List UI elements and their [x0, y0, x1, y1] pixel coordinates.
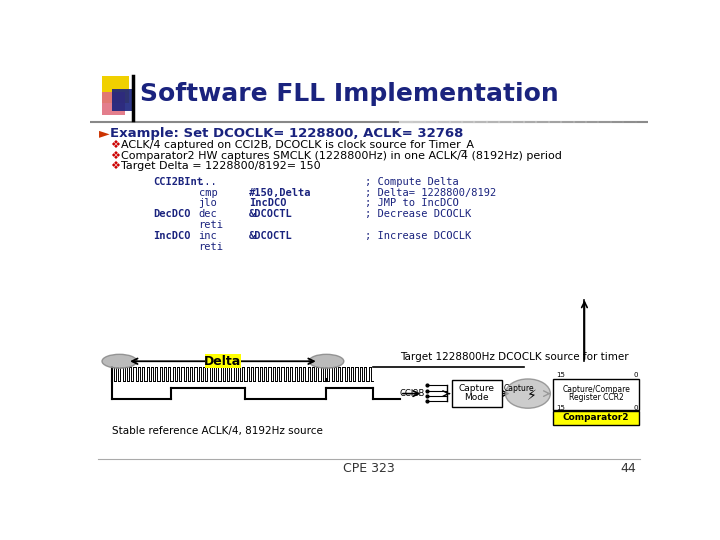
- Bar: [102, 92, 125, 115]
- Text: Stable reference ACLK/4, 8192Hz source: Stable reference ACLK/4, 8192Hz source: [112, 426, 323, 436]
- Text: Example: Set DCOCLK= 1228800, ACLK= 32768: Example: Set DCOCLK= 1228800, ACLK= 3276…: [110, 127, 464, 140]
- Text: Register CCR2: Register CCR2: [569, 393, 624, 402]
- Text: CCI2BInt: CCI2BInt: [153, 177, 204, 187]
- Text: ⚡: ⚡: [527, 389, 536, 403]
- Text: jlo: jlo: [199, 198, 217, 208]
- Text: Capture: Capture: [459, 384, 495, 394]
- Text: IncDCO: IncDCO: [153, 231, 191, 241]
- Text: 44: 44: [621, 462, 636, 475]
- Text: ; Compute Delta: ; Compute Delta: [365, 177, 459, 187]
- FancyBboxPatch shape: [553, 410, 639, 425]
- Bar: [112, 90, 133, 111]
- Text: Delta: Delta: [204, 355, 241, 368]
- Text: ; Decrease DCOCLK: ; Decrease DCOCLK: [365, 209, 472, 219]
- Text: DecDCO: DecDCO: [153, 209, 191, 219]
- Text: CCI2B: CCI2B: [400, 389, 425, 398]
- Text: ; Delta= 1228800/8192: ; Delta= 1228800/8192: [365, 187, 496, 198]
- Text: ...: ...: [199, 177, 217, 187]
- FancyBboxPatch shape: [452, 380, 502, 408]
- Text: Software FLL Implementation: Software FLL Implementation: [140, 82, 559, 106]
- Ellipse shape: [102, 354, 137, 368]
- Text: cmp: cmp: [199, 187, 217, 198]
- Text: 15: 15: [556, 373, 564, 379]
- Text: Target Delta = 1228800/8192= 150: Target Delta = 1228800/8192= 150: [121, 161, 320, 171]
- Text: ❖: ❖: [110, 161, 120, 171]
- Text: #150,Delta: #150,Delta: [249, 187, 311, 198]
- Text: ►: ►: [99, 126, 110, 140]
- Text: CPE 323: CPE 323: [343, 462, 395, 475]
- Text: Mode: Mode: [464, 393, 489, 402]
- Text: Target 1228800Hz DCOCLK source for timer: Target 1228800Hz DCOCLK source for timer: [400, 353, 629, 362]
- Text: Capture/Compare: Capture/Compare: [562, 385, 630, 394]
- Text: 0: 0: [634, 373, 638, 379]
- FancyBboxPatch shape: [205, 354, 240, 368]
- Ellipse shape: [505, 379, 550, 408]
- Text: &DCOCTL: &DCOCTL: [249, 231, 292, 241]
- Text: ❖: ❖: [110, 151, 120, 161]
- Text: ; JMP to IncDCO: ; JMP to IncDCO: [365, 198, 459, 208]
- Text: Comparator2: Comparator2: [563, 413, 629, 422]
- Text: IncDCO: IncDCO: [249, 198, 287, 208]
- Text: inc: inc: [199, 231, 217, 241]
- Text: dec: dec: [199, 209, 217, 219]
- Text: Comparator2 HW captures SMCLK (1228800Hz) in one ACLK/4 (8192Hz) period: Comparator2 HW captures SMCLK (1228800Hz…: [121, 151, 562, 161]
- FancyBboxPatch shape: [553, 379, 639, 410]
- Text: &DCOCTL: &DCOCTL: [249, 209, 292, 219]
- Text: ❖: ❖: [110, 140, 120, 150]
- Text: ACLK/4 captured on CCI2B, DCOCLK is clock source for Timer_A: ACLK/4 captured on CCI2B, DCOCLK is cloc…: [121, 139, 474, 150]
- Text: reti: reti: [199, 220, 223, 230]
- Bar: [102, 76, 129, 103]
- Text: ; Increase DCOCLK: ; Increase DCOCLK: [365, 231, 472, 241]
- Ellipse shape: [309, 354, 344, 368]
- Text: reti: reti: [199, 241, 223, 252]
- Text: 15: 15: [556, 405, 564, 411]
- Text: 0: 0: [634, 405, 638, 411]
- Text: Capture: Capture: [503, 384, 534, 394]
